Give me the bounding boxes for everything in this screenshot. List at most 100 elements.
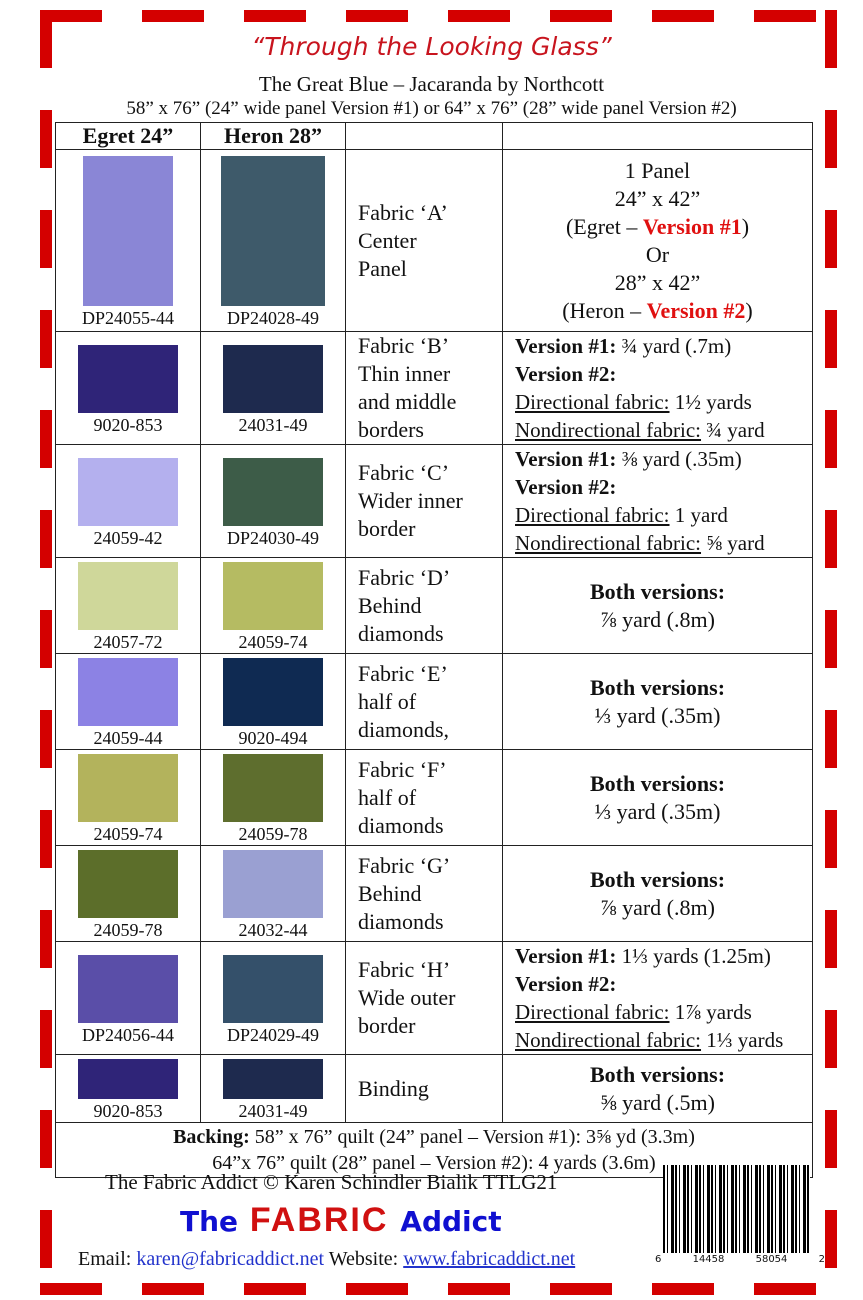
border-dash-bottom (40, 1283, 840, 1295)
fabric-row: 9020-853 24031-49 Fabric ‘B’ Thin inner an… (55, 331, 813, 445)
egret-swatch-cell: 24059-42 (55, 444, 201, 558)
pattern-title: “Through the Looking Glass” (251, 32, 612, 61)
heron-fabric-swatch (223, 562, 323, 630)
heron-fabric-swatch (223, 850, 323, 918)
heron-swatch-cell: DP24029-49 (200, 941, 346, 1055)
egret-fabric-swatch (78, 344, 178, 413)
requirement: 1 Panel 24” x 42” (Egret – Version #1) Or 28… (502, 149, 813, 332)
egret-fabric-swatch (78, 954, 178, 1023)
col-requirement (502, 122, 813, 150)
heron-fabric-swatch (223, 457, 323, 526)
heron-fabric-code: DP24029-49 (226, 1024, 319, 1045)
heron-swatch-cell: 24059-78 (200, 749, 346, 846)
egret-fabric-code: 9020-853 (93, 414, 163, 435)
heron-fabric-swatch (223, 1059, 323, 1099)
heron-fabric-swatch (223, 658, 323, 726)
fabric-name: Fabric ‘D’ Behind diamonds (345, 557, 503, 654)
fabric-addict-logo: The FABRIC Addict (180, 1201, 502, 1239)
fabric-name: Fabric ‘E’ half of diamonds, (345, 653, 503, 750)
pattern-subtitle: The Great Blue – Jacaranda by Northcott (258, 72, 605, 96)
egret-fabric-swatch (78, 658, 178, 726)
heron-fabric-code: 24031-49 (238, 414, 308, 435)
fabric-name: Fabric ‘B’ Thin inner and middle borders (345, 331, 503, 445)
fabric-row: 24059-78 24032-44 Fabric ‘G’ Behind diamon… (55, 845, 813, 942)
requirement: Both versions: ⅝ yard (.5m) (502, 1054, 813, 1123)
backing-line2: 64”x 76” quilt (28” panel – Version #2):… (212, 1152, 656, 1174)
border-dash-left (40, 10, 52, 1295)
egret-fabric-swatch (83, 156, 173, 306)
requirement: Both versions: ⅓ yard (.35m) (502, 653, 813, 750)
col-egret: Egret 24” (55, 122, 201, 150)
fabric-row: 24059-42 DP24030-49 Fabric ‘C’ Wider inne… (55, 444, 813, 558)
heron-fabric-swatch (223, 754, 323, 822)
egret-swatch-cell: 9020-853 (55, 1054, 201, 1123)
heron-fabric-code: 24059-74 (238, 632, 308, 652)
fabric-name: Fabric ‘G’ Behind diamonds (345, 845, 503, 942)
copyright-line: The Fabric Addict © Karen Schindler Bial… (105, 1170, 558, 1194)
fabric-name: Fabric ‘H’ Wide outer border (345, 941, 503, 1055)
fabric-name: Fabric ‘F’ half of diamonds (345, 749, 503, 846)
egret-swatch-cell: 24059-44 (55, 653, 201, 750)
egret-fabric-code: 24059-78 (93, 920, 163, 940)
table-header: Egret 24” Heron 28” (55, 122, 813, 150)
fabric-row: DP24055-44 DP24028-49 Fabric ‘A’ Center Pa… (55, 149, 813, 332)
backing-label: Backing: (173, 1126, 250, 1148)
egret-swatch-cell: DP24056-44 (55, 941, 201, 1055)
heron-fabric-swatch (223, 344, 323, 413)
egret-swatch-cell: DP24055-44 (55, 149, 201, 332)
fabric-name: Binding (345, 1054, 503, 1123)
requirement: Version #1: ¾ yard (.7m) Version #2: Direc… (502, 331, 813, 445)
fabric-row: 9020-853 24031-49 Binding Both versions: ⅝… (55, 1054, 813, 1123)
egret-fabric-swatch (78, 457, 178, 526)
border-dash-top (40, 10, 840, 22)
heron-fabric-code: 24032-44 (238, 920, 308, 940)
egret-fabric-swatch (78, 850, 178, 918)
requirement: Version #1: 1⅓ yards (1.25m) Version #2: D… (502, 941, 813, 1055)
egret-fabric-code: 24057-72 (93, 632, 163, 652)
backing-line1: 58” x 76” quilt (24” panel – Version #1)… (249, 1126, 695, 1148)
egret-fabric-swatch (78, 562, 178, 630)
fabric-name: Fabric ‘C’ Wider inner border (345, 444, 503, 558)
col-heron: Heron 28” (200, 122, 346, 150)
egret-swatch-cell: 9020-853 (55, 331, 201, 445)
heron-swatch-cell: 24032-44 (200, 845, 346, 942)
fabric-row: 24059-74 24059-78 Fabric ‘F’ half of diam… (55, 749, 813, 846)
heron-swatch-cell: 9020-494 (200, 653, 346, 750)
border-dash-right (825, 10, 837, 1295)
fabric-row: DP24056-44 DP24029-49 Fabric ‘H’ Wide out… (55, 941, 813, 1055)
requirement: Both versions: ⅞ yard (.8m) (502, 845, 813, 942)
heron-fabric-code: DP24030-49 (226, 527, 319, 548)
fabric-row: 24059-44 9020-494 Fabric ‘E’ half of diamo… (55, 653, 813, 750)
heron-fabric-swatch (221, 156, 325, 306)
egret-fabric-code: 24059-74 (93, 824, 163, 844)
email-link[interactable]: karen@fabricaddict.net (136, 1248, 325, 1270)
heron-swatch-cell: 24031-49 (200, 331, 346, 445)
heron-swatch-cell: DP24028-49 (200, 149, 346, 332)
egret-fabric-code: DP24056-44 (81, 1024, 174, 1045)
contact-line: Email: karen@fabricaddict.net Website: w… (78, 1248, 576, 1270)
barcode-digits: 6 14458 58054 2 (655, 1254, 825, 1265)
quilt-dimensions: 58” x 76” (24” wide panel Version #1) or… (126, 98, 737, 119)
heron-fabric-swatch (223, 954, 323, 1023)
fabric-name: Fabric ‘A’ Center Panel (345, 149, 503, 332)
fabric-requirements-table: Egret 24” Heron 28” DP24055-44 DP24028-4… (55, 122, 813, 1178)
heron-fabric-code: 24059-78 (238, 824, 308, 844)
egret-swatch-cell: 24057-72 (55, 557, 201, 654)
requirement: Version #1: ⅜ yard (.35m) Version #2: Dire… (502, 444, 813, 558)
egret-fabric-code: DP24055-44 (81, 308, 174, 328)
egret-fabric-swatch (78, 1059, 178, 1099)
requirement: Both versions: ⅞ yard (.8m) (502, 557, 813, 654)
egret-fabric-code: 24059-44 (93, 728, 163, 748)
heron-swatch-cell: 24031-49 (200, 1054, 346, 1123)
heron-swatch-cell: DP24030-49 (200, 444, 346, 558)
website-link[interactable]: www.fabricaddict.net (403, 1248, 576, 1270)
egret-swatch-cell: 24059-78 (55, 845, 201, 942)
heron-swatch-cell: 24059-74 (200, 557, 346, 654)
barcode (663, 1165, 810, 1253)
egret-fabric-code: 9020-853 (93, 1101, 163, 1121)
heron-fabric-code: 9020-494 (238, 728, 308, 748)
fabric-row: 24057-72 24059-74 Fabric ‘D’ Behind diamon… (55, 557, 813, 654)
egret-swatch-cell: 24059-74 (55, 749, 201, 846)
heron-fabric-code: DP24028-49 (226, 308, 319, 328)
